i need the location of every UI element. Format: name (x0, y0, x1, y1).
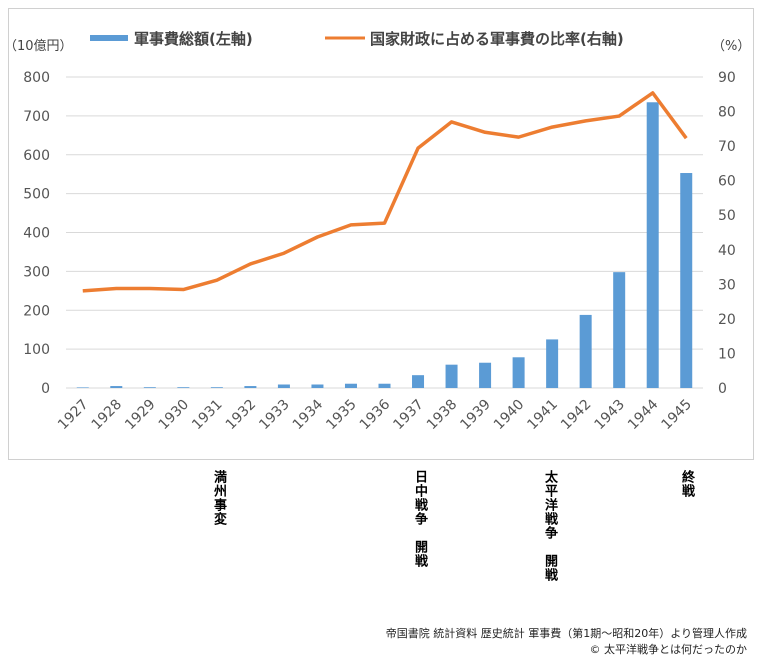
bar (512, 357, 525, 388)
left-tick-label: 200 (23, 303, 50, 319)
right-tick-label: 10 (718, 346, 736, 362)
x-tick-label: 1940 (491, 397, 528, 434)
chart-frame (8, 8, 754, 460)
annotation-pacific-war: 太平洋戦争 開戦 (542, 470, 557, 582)
x-tick-label: 1936 (357, 396, 394, 433)
copyright-note: © 太平洋戦争とは何だったのか (589, 643, 748, 656)
x-tick-label: 1941 (524, 397, 561, 434)
left-tick-label: 400 (23, 226, 50, 242)
bar (311, 384, 324, 388)
bar (277, 384, 290, 388)
right-tick-label: 20 (718, 312, 736, 328)
x-tick-label: 1944 (625, 396, 662, 433)
x-tick-label: 1930 (156, 397, 193, 434)
bar (613, 272, 626, 388)
right-tick-label: 0 (718, 381, 727, 397)
right-tick-label: 70 (718, 139, 736, 155)
x-tick-label: 1929 (122, 397, 159, 434)
legend-label-line: 国家財政に占める軍事費の比率(右軸) (370, 30, 624, 48)
right-tick-label: 30 (718, 277, 736, 293)
bar (76, 387, 89, 388)
right-tick-label: 90 (718, 70, 736, 86)
ratio-line (82, 91, 688, 293)
annotation-war-end: 終戦 (679, 470, 694, 498)
legend-swatch-bar (90, 35, 128, 41)
left-tick-label: 700 (23, 109, 50, 125)
bar (177, 387, 190, 388)
left-axis-label: （10億円） (4, 38, 73, 54)
x-tick-label: 1942 (558, 397, 595, 434)
bar (646, 102, 659, 389)
right-tick-label: 50 (718, 208, 736, 224)
legend-label-bar: 軍事費総額(左軸) (134, 30, 253, 48)
annotation-sino-japanese-war: 日中戦争 開戦 (412, 470, 427, 568)
source-note: 帝国書院 統計資料 歴史統計 軍事費（第1期～昭和20年）より管理人作成 (385, 627, 747, 640)
bar (210, 387, 223, 388)
bar (479, 362, 492, 388)
x-tick-label: 1934 (290, 396, 327, 433)
x-tick-label: 1943 (591, 397, 628, 434)
right-axis-label: （%） (712, 39, 750, 54)
x-tick-label: 1928 (89, 397, 126, 434)
chart: 0 100 200 300 400 500 600 700 800 0 10 20 30 40 50 60 70… (4, 30, 750, 434)
bar (143, 387, 156, 388)
x-tick-label: 1927 (55, 397, 92, 434)
left-tick-label: 0 (41, 381, 50, 397)
bar (680, 173, 693, 388)
x-tick-label: 1937 (390, 397, 427, 434)
left-tick-label: 800 (23, 70, 50, 86)
x-tick-label: 1932 (223, 397, 260, 434)
bar (546, 339, 559, 388)
bar (244, 386, 257, 388)
x-tick-label: 1933 (256, 397, 293, 434)
bar (445, 364, 458, 388)
x-tick-label: 1945 (659, 397, 696, 434)
left-tick-label: 300 (23, 264, 50, 280)
x-tick-label: 1938 (424, 397, 461, 434)
annotation-manchurian-incident: 満州事変 (211, 470, 226, 526)
bar (344, 383, 357, 388)
left-tick-label: 500 (23, 187, 50, 203)
right-tick-label: 60 (718, 174, 736, 190)
x-tick-label: 1931 (189, 397, 226, 434)
bar (110, 386, 123, 388)
left-tick-label: 100 (23, 342, 50, 358)
x-tick-label: 1935 (323, 397, 360, 434)
bar (378, 383, 391, 388)
right-tick-label: 80 (718, 105, 736, 121)
bar (579, 314, 592, 388)
right-tick-label: 40 (718, 243, 736, 259)
left-tick-label: 600 (23, 148, 50, 164)
x-tick-label: 1939 (457, 397, 494, 434)
bar (412, 375, 425, 388)
